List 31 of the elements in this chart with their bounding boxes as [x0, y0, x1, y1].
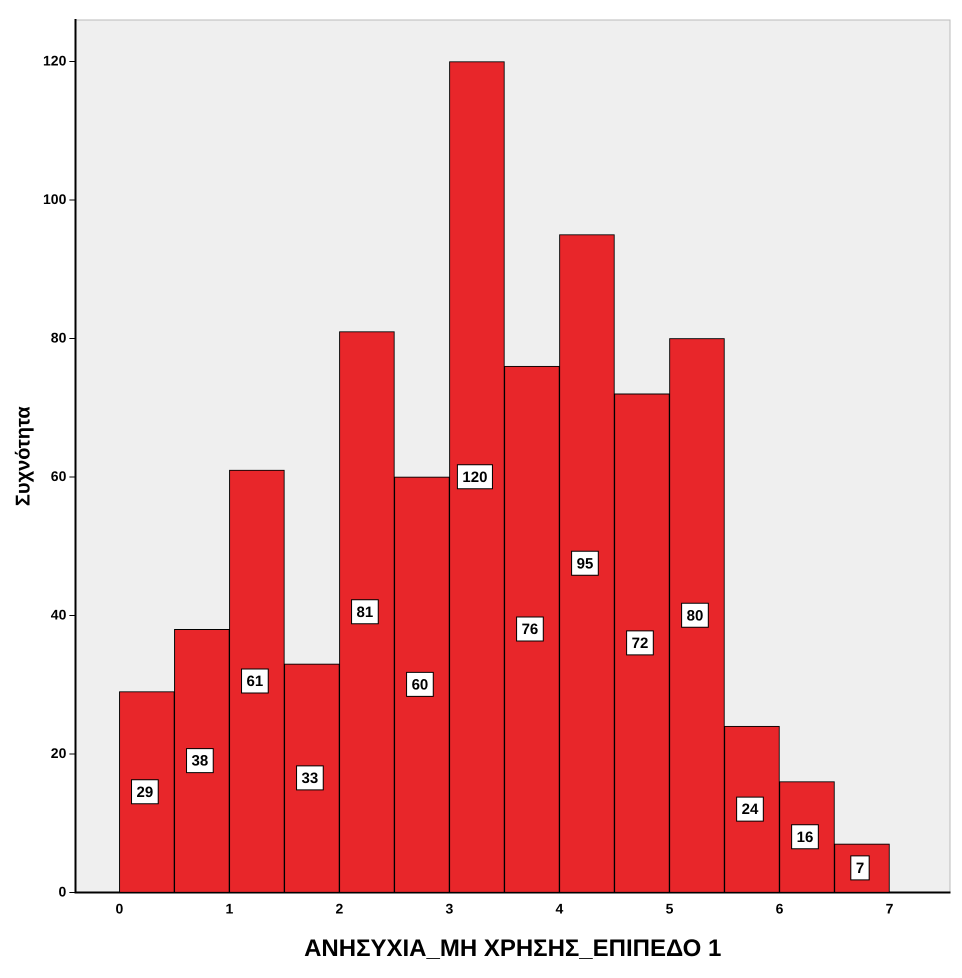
y-tick-label: 80 — [50, 329, 67, 346]
data-label: 95 — [576, 555, 594, 572]
x-tick-label: 1 — [225, 900, 234, 917]
x-tick-label: 0 — [115, 900, 124, 917]
data-label: 16 — [796, 828, 814, 846]
x-tick-label: 7 — [886, 900, 894, 917]
x-axis-title: ΑΝΗΣΥΧΙΑ_ΜΗ ΧΡΗΣΗΣ_ΕΠΙΠΕΔΟ 1 — [304, 935, 722, 962]
y-tick-label: 100 — [43, 190, 67, 207]
data-label: 38 — [192, 752, 208, 770]
y-tick-label: 120 — [43, 52, 67, 68]
data-label: 80 — [686, 607, 704, 624]
data-label: 24 — [742, 801, 759, 818]
y-tick-label: 0 — [58, 883, 67, 900]
data-label: 7 — [856, 860, 864, 878]
x-tick-label: 5 — [666, 900, 674, 917]
y-tick-label: 20 — [50, 744, 67, 761]
y-tick-label: 60 — [50, 468, 67, 484]
data-label: 72 — [632, 635, 648, 652]
data-label: 33 — [302, 770, 318, 788]
x-tick-label: 2 — [336, 900, 344, 917]
y-tick-label: 40 — [50, 606, 67, 622]
data-label: 29 — [136, 784, 154, 801]
y-axis-title: Συχνότητα — [12, 406, 35, 506]
data-label: 60 — [412, 676, 428, 694]
x-tick-label: 6 — [776, 900, 784, 917]
x-tick-label: 3 — [446, 900, 454, 917]
data-label: 61 — [246, 673, 264, 690]
data-label: 76 — [522, 621, 538, 638]
data-label: 120 — [462, 468, 488, 486]
x-tick-label: 4 — [556, 900, 564, 917]
data-label: 81 — [356, 604, 374, 621]
